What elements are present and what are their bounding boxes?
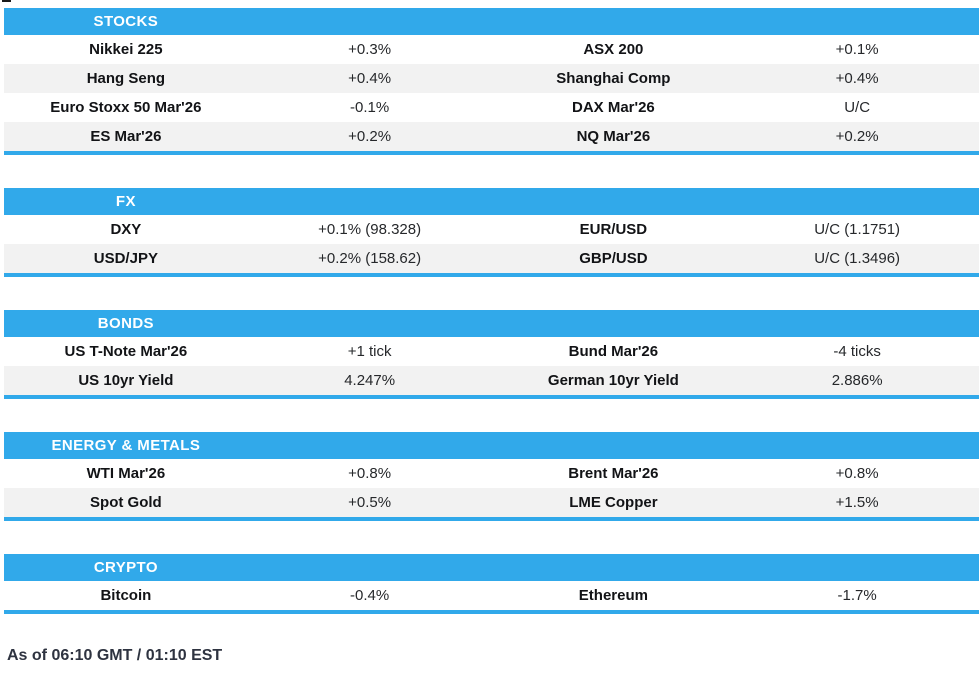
table-row: USD/JPY +0.2% (158.62) GBP/USD U/C (1.34… bbox=[4, 244, 979, 273]
instrument-label: Bund Mar'26 bbox=[568, 343, 659, 360]
instrument-label: Brent Mar'26 bbox=[568, 465, 659, 482]
instrument-label: Nikkei 225 bbox=[89, 41, 163, 58]
section-header: ENERGY & METALS bbox=[4, 432, 979, 459]
section-stocks: STOCKS Nikkei 225 +0.3% ASX 200 +0.1% Ha… bbox=[4, 8, 979, 155]
table-row: US T-Note Mar'26 +1 tick Bund Mar'26 -4 … bbox=[4, 337, 979, 366]
top-left-crop-mark bbox=[2, 0, 11, 2]
instrument-value: +0.2% bbox=[835, 128, 879, 145]
instrument-label: Hang Seng bbox=[86, 70, 166, 87]
instrument-value: +0.8% bbox=[835, 465, 879, 482]
instrument-label: ES Mar'26 bbox=[90, 128, 162, 145]
instrument-label: Shanghai Comp bbox=[556, 70, 671, 87]
instrument-label: Spot Gold bbox=[90, 494, 162, 511]
section-title: ENERGY & METALS bbox=[51, 437, 201, 454]
section-header: STOCKS bbox=[4, 8, 979, 35]
instrument-value: -4 ticks bbox=[833, 343, 881, 360]
instrument-value: +0.2% (158.62) bbox=[318, 250, 422, 267]
instrument-value: 2.886% bbox=[831, 372, 883, 389]
table-row: Bitcoin -0.4% Ethereum -1.7% bbox=[4, 581, 979, 610]
instrument-label: USD/JPY bbox=[93, 250, 158, 267]
instrument-value: +0.3% bbox=[348, 41, 392, 58]
table-row: DXY +0.1% (98.328) EUR/USD U/C (1.1751) bbox=[4, 215, 979, 244]
table-row: WTI Mar'26 +0.8% Brent Mar'26 +0.8% bbox=[4, 459, 979, 488]
section-title: STOCKS bbox=[93, 13, 159, 30]
table-row: US 10yr Yield 4.247% German 10yr Yield 2… bbox=[4, 366, 979, 395]
instrument-value: U/C (1.1751) bbox=[814, 221, 901, 238]
instrument-label: WTI Mar'26 bbox=[86, 465, 166, 482]
instrument-value: 4.247% bbox=[344, 372, 396, 389]
table-row: ES Mar'26 +0.2% NQ Mar'26 +0.2% bbox=[4, 122, 979, 151]
instrument-label: LME Copper bbox=[569, 494, 658, 511]
instrument-label: US 10yr Yield bbox=[78, 372, 174, 389]
instrument-value: +0.2% bbox=[348, 128, 392, 145]
instrument-value: U/C (1.3496) bbox=[814, 250, 901, 267]
instrument-label: EUR/USD bbox=[579, 221, 648, 238]
instrument-value: -0.1% bbox=[350, 99, 390, 116]
instrument-value: -1.7% bbox=[837, 587, 877, 604]
instrument-value: +0.4% bbox=[835, 70, 879, 87]
instrument-value: -0.4% bbox=[350, 587, 390, 604]
section-title: CRYPTO bbox=[93, 559, 158, 576]
instrument-label: Ethereum bbox=[578, 587, 648, 604]
instrument-label: GBP/USD bbox=[579, 250, 648, 267]
section-title: BONDS bbox=[97, 315, 154, 332]
instrument-label: DAX Mar'26 bbox=[571, 99, 655, 116]
section-header: BONDS bbox=[4, 310, 979, 337]
section-energy-metals: ENERGY & METALS WTI Mar'26 +0.8% Brent M… bbox=[4, 432, 979, 521]
instrument-label: ASX 200 bbox=[583, 41, 644, 58]
timestamp-note: As of 06:10 GMT / 01:10 EST bbox=[7, 647, 223, 664]
table-row: Spot Gold +0.5% LME Copper +1.5% bbox=[4, 488, 979, 517]
section-header: CRYPTO bbox=[4, 554, 979, 581]
instrument-value: +0.5% bbox=[348, 494, 392, 511]
instrument-value: +1.5% bbox=[835, 494, 879, 511]
instrument-label: Bitcoin bbox=[100, 587, 152, 604]
instrument-label: German 10yr Yield bbox=[547, 372, 679, 389]
instrument-value: +0.8% bbox=[348, 465, 392, 482]
instrument-value: +1 tick bbox=[347, 343, 392, 360]
instrument-label: US T-Note Mar'26 bbox=[64, 343, 188, 360]
table-row: Hang Seng +0.4% Shanghai Comp +0.4% bbox=[4, 64, 979, 93]
section-crypto: CRYPTO Bitcoin -0.4% Ethereum -1.7% bbox=[4, 554, 979, 614]
section-bonds: BONDS US T-Note Mar'26 +1 tick Bund Mar'… bbox=[4, 310, 979, 399]
instrument-value: +0.4% bbox=[348, 70, 392, 87]
instrument-value: +0.1% (98.328) bbox=[318, 221, 422, 238]
section-title: FX bbox=[115, 193, 136, 210]
section-fx: FX DXY +0.1% (98.328) EUR/USD U/C (1.175… bbox=[4, 188, 979, 277]
table-row: Nikkei 225 +0.3% ASX 200 +0.1% bbox=[4, 35, 979, 64]
instrument-value: +0.1% bbox=[835, 41, 879, 58]
instrument-label: NQ Mar'26 bbox=[576, 128, 651, 145]
market-tables: STOCKS Nikkei 225 +0.3% ASX 200 +0.1% Ha… bbox=[4, 8, 979, 664]
section-header: FX bbox=[4, 188, 979, 215]
instrument-label: Euro Stoxx 50 Mar'26 bbox=[50, 99, 202, 116]
instrument-label: DXY bbox=[110, 221, 142, 238]
table-row: Euro Stoxx 50 Mar'26 -0.1% DAX Mar'26 U/… bbox=[4, 93, 979, 122]
instrument-value: U/C bbox=[844, 99, 871, 116]
